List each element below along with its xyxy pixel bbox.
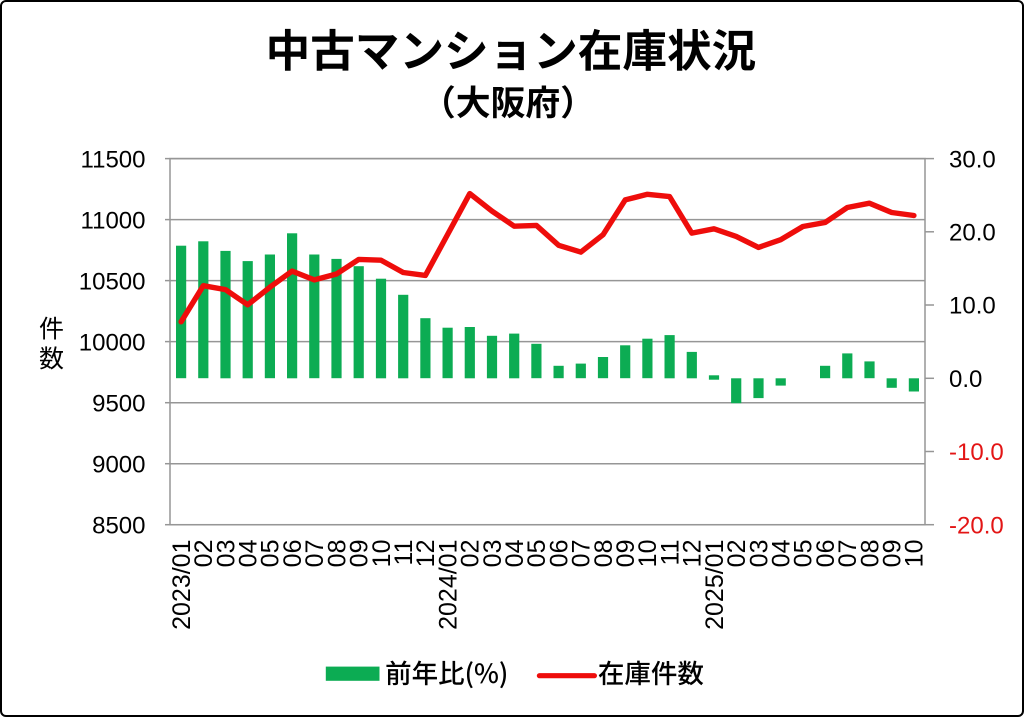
svg-text:11: 11 <box>390 540 418 566</box>
svg-text:08: 08 <box>856 540 884 568</box>
svg-text:9500: 9500 <box>92 390 145 417</box>
svg-text:05: 05 <box>257 540 285 568</box>
svg-text:10: 10 <box>901 540 929 568</box>
svg-text:2024/01: 2024/01 <box>434 540 462 630</box>
svg-text:03: 03 <box>479 540 507 568</box>
svg-text:02: 02 <box>190 540 218 568</box>
svg-text:08: 08 <box>323 540 351 568</box>
svg-text:10.0: 10.0 <box>949 293 996 320</box>
svg-text:04: 04 <box>501 539 529 567</box>
svg-text:8500: 8500 <box>92 512 145 539</box>
svg-text:05: 05 <box>523 540 551 568</box>
svg-text:11500: 11500 <box>81 146 146 173</box>
svg-text:04: 04 <box>768 539 796 567</box>
svg-text:03: 03 <box>212 540 240 568</box>
svg-text:04: 04 <box>235 539 263 567</box>
svg-text:07: 07 <box>301 540 329 568</box>
svg-text:08: 08 <box>590 540 618 568</box>
svg-text:0.0: 0.0 <box>949 366 982 393</box>
svg-text:2023/01: 2023/01 <box>168 540 196 630</box>
svg-text:11: 11 <box>656 540 684 566</box>
svg-text:2025/01: 2025/01 <box>701 540 729 630</box>
svg-text:10: 10 <box>634 540 662 568</box>
svg-text:12: 12 <box>679 540 707 568</box>
svg-text:9000: 9000 <box>92 451 145 478</box>
svg-text:10500: 10500 <box>79 268 146 295</box>
svg-text:09: 09 <box>612 540 640 568</box>
svg-text:-20.0: -20.0 <box>949 512 1004 539</box>
svg-text:07: 07 <box>834 540 862 568</box>
svg-text:07: 07 <box>568 540 596 568</box>
svg-text:09: 09 <box>879 540 907 568</box>
svg-text:02: 02 <box>457 540 485 568</box>
svg-text:06: 06 <box>279 540 307 568</box>
svg-text:-10.0: -10.0 <box>949 439 1004 466</box>
svg-text:03: 03 <box>745 540 773 568</box>
svg-text:30.0: 30.0 <box>949 146 996 173</box>
svg-text:20.0: 20.0 <box>949 220 996 247</box>
svg-text:06: 06 <box>545 540 573 568</box>
svg-text:11000: 11000 <box>81 207 146 234</box>
svg-text:06: 06 <box>812 540 840 568</box>
svg-text:12: 12 <box>412 540 440 568</box>
svg-text:02: 02 <box>723 540 751 568</box>
svg-text:05: 05 <box>790 540 818 568</box>
svg-text:10: 10 <box>368 540 396 568</box>
svg-text:10000: 10000 <box>79 329 146 356</box>
svg-text:09: 09 <box>346 540 374 568</box>
